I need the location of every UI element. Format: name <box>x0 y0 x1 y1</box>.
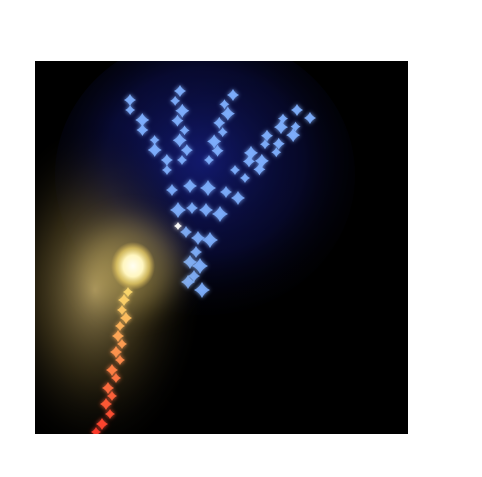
sparkle <box>91 427 101 434</box>
sparkle <box>207 134 222 149</box>
sparkle <box>107 391 117 401</box>
sparkle <box>160 154 173 166</box>
sparkle <box>170 95 181 106</box>
sparkle <box>217 127 228 138</box>
sparkle <box>253 163 266 176</box>
sparkle <box>115 321 125 331</box>
sparkle <box>219 99 230 110</box>
sparkle <box>115 355 125 365</box>
sparkle <box>174 85 186 97</box>
sparkle <box>181 275 195 289</box>
sparkle <box>112 330 124 342</box>
sparkle <box>271 147 282 158</box>
sparkle <box>212 206 228 222</box>
sparkle <box>186 202 198 214</box>
sparkle <box>110 346 122 358</box>
sparkle <box>199 203 213 217</box>
sparkle <box>304 112 316 124</box>
sparkle <box>190 246 202 258</box>
sparkle <box>213 116 226 129</box>
sparkle <box>200 180 216 196</box>
sparkle <box>291 104 303 116</box>
sparkle <box>180 226 192 238</box>
sparkle <box>231 191 245 205</box>
sparkle <box>183 255 197 269</box>
sparkle <box>188 270 200 282</box>
sparkle <box>274 120 288 135</box>
sparkle <box>286 128 301 143</box>
sparkle <box>175 103 190 118</box>
sparkle <box>100 398 112 410</box>
sparkle <box>96 418 108 430</box>
sparkle <box>244 145 258 160</box>
sparkle <box>260 139 270 150</box>
sparkle <box>136 124 149 136</box>
sparkle <box>117 305 127 315</box>
sparkle <box>102 382 114 394</box>
sparkle <box>120 312 132 324</box>
sparkle <box>290 121 301 132</box>
sparkle <box>227 89 239 101</box>
sparkle <box>147 143 162 157</box>
sparkle <box>179 125 190 136</box>
sparkle <box>149 135 160 145</box>
sparkle <box>220 106 235 121</box>
sparkle <box>261 129 273 142</box>
sparkle <box>177 155 187 165</box>
sparkle <box>106 364 118 376</box>
light-orb <box>111 242 155 290</box>
sparkle <box>278 113 288 124</box>
sparkle <box>172 133 187 148</box>
sparkle <box>240 173 250 183</box>
sparkle <box>243 155 255 168</box>
sparkle <box>105 409 115 419</box>
sparkle <box>117 339 127 349</box>
sparkle <box>111 373 121 383</box>
sparkle <box>204 155 214 165</box>
sparkle <box>230 165 240 175</box>
sparkle <box>202 232 218 248</box>
sparkle <box>174 222 182 230</box>
sparkle <box>124 94 136 106</box>
sparkle <box>272 137 285 150</box>
sparkle <box>194 282 210 298</box>
sparkle <box>183 179 197 193</box>
sparkle <box>191 231 205 245</box>
sparkle <box>171 114 184 127</box>
sparkle <box>166 184 178 196</box>
sparkle <box>135 113 150 127</box>
sparkle <box>125 105 136 115</box>
hand-sparkles <box>124 85 316 298</box>
sparkle <box>254 153 269 168</box>
sparkle <box>180 144 193 157</box>
sparkle <box>170 202 186 218</box>
sparkle <box>162 165 172 175</box>
sparkle <box>220 186 232 198</box>
sparkle <box>211 144 224 157</box>
sparkle <box>192 258 208 274</box>
